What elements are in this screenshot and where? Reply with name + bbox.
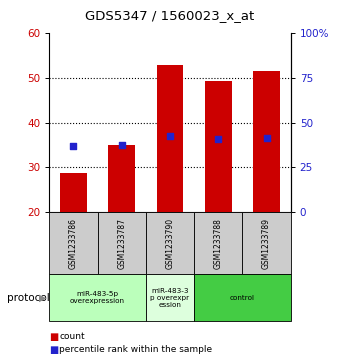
Bar <box>194 212 242 274</box>
Bar <box>205 81 232 212</box>
Bar <box>194 274 291 321</box>
Bar <box>60 173 87 212</box>
Text: GSM1233786: GSM1233786 <box>69 218 78 269</box>
Point <box>119 142 124 148</box>
Text: miR-483-3
p overexpr
ession: miR-483-3 p overexpr ession <box>150 287 190 308</box>
Bar <box>146 212 194 274</box>
Point <box>71 143 76 149</box>
Point <box>216 136 221 142</box>
Text: GSM1233787: GSM1233787 <box>117 218 126 269</box>
Bar <box>108 145 135 212</box>
Text: miR-483-5p
overexpression: miR-483-5p overexpression <box>70 291 125 304</box>
Text: ■: ■ <box>49 332 58 342</box>
Bar <box>157 65 183 212</box>
Bar <box>146 274 194 321</box>
Text: control: control <box>230 295 255 301</box>
Text: GSM1233788: GSM1233788 <box>214 218 223 269</box>
Point <box>264 135 269 141</box>
Text: GSM1233790: GSM1233790 <box>166 218 174 269</box>
Text: GDS5347 / 1560023_x_at: GDS5347 / 1560023_x_at <box>85 9 255 22</box>
Text: GSM1233789: GSM1233789 <box>262 218 271 269</box>
Bar <box>49 274 146 321</box>
Bar <box>98 212 146 274</box>
Text: percentile rank within the sample: percentile rank within the sample <box>59 346 212 354</box>
Bar <box>242 212 291 274</box>
Text: count: count <box>59 333 85 341</box>
Bar <box>253 71 280 212</box>
Text: protocol: protocol <box>7 293 50 303</box>
Text: ▶: ▶ <box>39 293 46 303</box>
Bar <box>49 212 98 274</box>
Point <box>167 133 173 139</box>
Text: ■: ■ <box>49 345 58 355</box>
